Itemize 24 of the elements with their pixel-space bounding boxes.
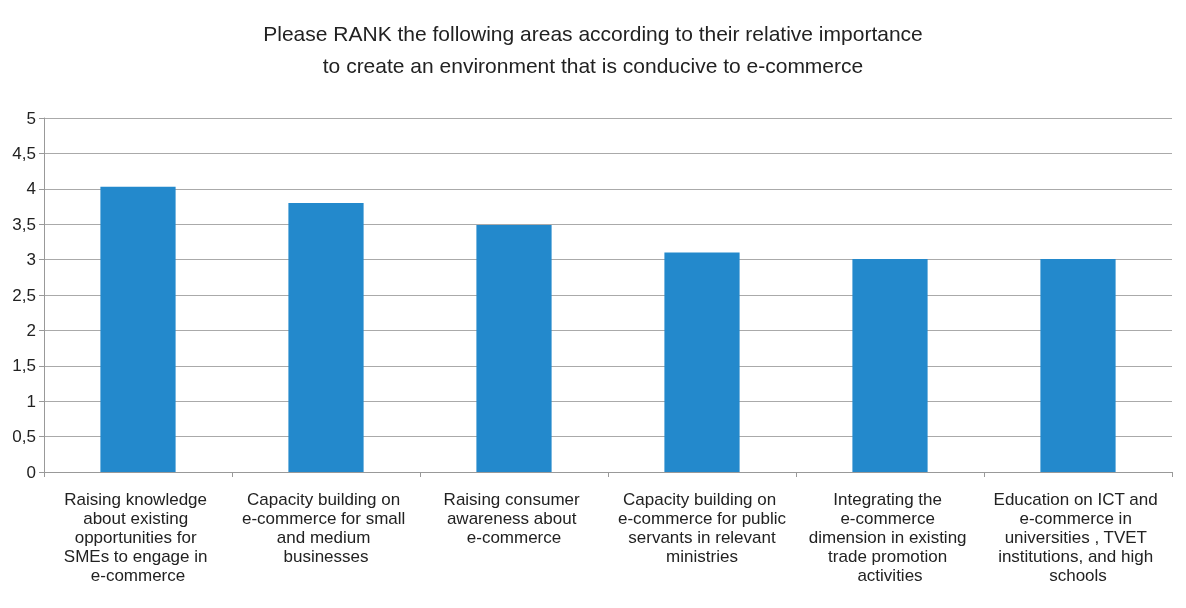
x-tick-label: Raising consumer awareness about e-commerce xyxy=(443,490,585,547)
x-tick-label: Capacity building on e-commerce for small and medium businesses xyxy=(241,490,411,566)
y-tick-label: 5 xyxy=(26,108,36,128)
x-tick-label: Education on ICT and e-commerce in universities , TVET institutions, and high schools xyxy=(993,490,1163,585)
x-tick-label: Integrating the e-commerce dimension in existing trade promotion activities xyxy=(808,490,972,585)
x-tick-label: Raising knowledge about existing opportunities for SMEs to engage in e-commerce xyxy=(63,490,213,585)
y-tick-label: 4,5 xyxy=(12,143,36,163)
y-tick-label: 1,5 xyxy=(12,356,36,376)
y-tick-label: 2,5 xyxy=(12,285,36,305)
y-tick-label: 0 xyxy=(26,462,36,482)
y-tick-label: 2 xyxy=(26,320,36,340)
bar xyxy=(100,186,176,472)
y-tick-label: 1 xyxy=(26,391,36,411)
bar xyxy=(664,252,740,472)
y-tick-label: 3,5 xyxy=(12,214,36,234)
x-tick-label: Capacity building on e-commerce for public servants in relevant ministries xyxy=(617,490,787,566)
chart-title: Please RANK the following areas according to their relative importance to create an environment that is conducive to e-commerce xyxy=(263,21,923,77)
bar xyxy=(1040,258,1116,472)
bar xyxy=(288,202,364,472)
bar xyxy=(852,258,928,472)
bar xyxy=(476,224,552,472)
y-tick-label: 3 xyxy=(26,250,36,270)
y-tick-label: 0,5 xyxy=(12,427,36,447)
y-tick-label: 4 xyxy=(26,179,36,199)
